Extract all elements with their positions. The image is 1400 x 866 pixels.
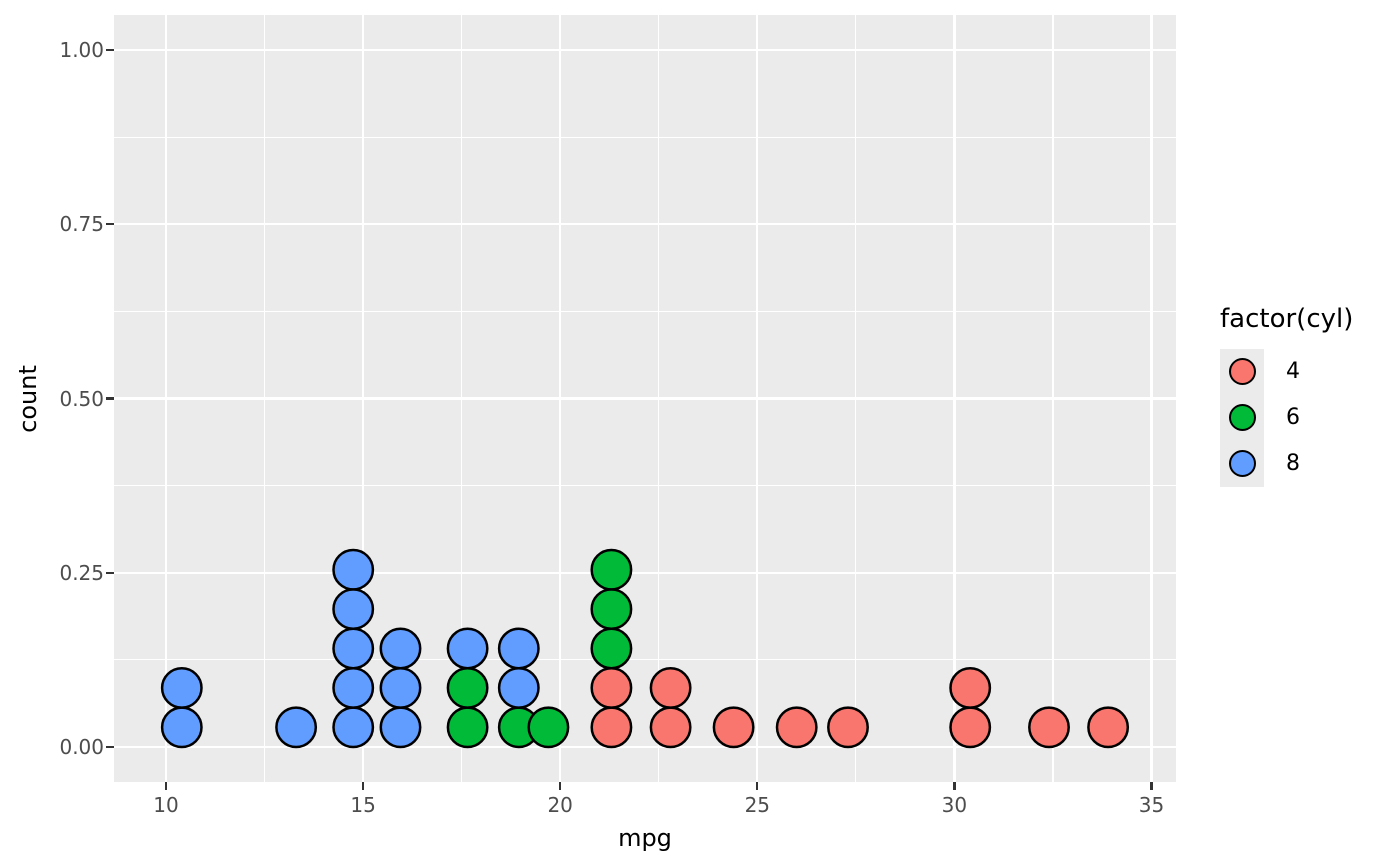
legend-key-label: 6 <box>1286 404 1300 430</box>
y-tick-mark <box>106 571 114 574</box>
x-tick-mark <box>361 782 365 790</box>
legend-key-background <box>1220 394 1264 441</box>
y-tick-label: 0.50 <box>59 386 104 411</box>
y-tick-label: 0.25 <box>59 560 104 585</box>
gridline-major-v <box>559 15 562 782</box>
y-tick-label: 0.75 <box>59 212 104 237</box>
legend-entry-4: 4 <box>1210 348 1395 395</box>
x-tick-mark <box>953 782 956 790</box>
gridline-major-h <box>114 571 1176 574</box>
gridline-minor-h <box>114 659 1176 661</box>
gridline-major-v <box>1150 15 1153 782</box>
y-axis-title: count <box>14 365 42 433</box>
x-tick-label: 20 <box>547 793 573 817</box>
x-tick-mark <box>756 782 759 790</box>
legend-key-label: 8 <box>1286 450 1300 476</box>
legend-keys: 4 6 8 <box>1210 348 1395 487</box>
legend-entry-8: 8 <box>1210 440 1395 487</box>
x-tick-label: 25 <box>744 793 771 817</box>
gridline-minor-h <box>114 485 1176 487</box>
gridline-major-v <box>756 15 759 782</box>
x-tick-mark <box>1150 782 1153 790</box>
gridline-major-v <box>953 15 956 782</box>
y-tick-label: 0.00 <box>59 735 104 759</box>
x-tick-label: 10 <box>153 793 179 817</box>
x-tick-label: 35 <box>1138 793 1165 817</box>
gridline-minor-h <box>114 136 1176 138</box>
legend-entry-6: 6 <box>1210 394 1395 441</box>
x-tick-label: 15 <box>350 793 376 817</box>
gridline-major-v <box>361 15 365 782</box>
gridline-major-h <box>114 397 1176 400</box>
gridline-major-h <box>114 745 1176 749</box>
legend-title: factor(cyl) <box>1220 304 1354 334</box>
x-axis-title: mpg <box>618 824 672 852</box>
legend-key-dot-icon <box>1228 450 1256 478</box>
gridline-major-h <box>114 223 1176 226</box>
gridline-major-h <box>114 48 1176 52</box>
gridline-major-v <box>164 15 168 782</box>
legend: factor(cyl) 4 6 8 <box>1210 304 1395 487</box>
plot-panel <box>114 15 1176 782</box>
gridline-minor-h <box>114 310 1176 312</box>
y-tick-mark <box>106 48 114 52</box>
y-tick-label: 1.00 <box>59 38 104 62</box>
legend-key-label: 4 <box>1286 358 1300 384</box>
legend-key-background <box>1220 440 1264 487</box>
y-tick-mark <box>106 745 114 749</box>
y-tick-mark <box>106 397 114 400</box>
legend-key-dot-icon <box>1228 404 1256 432</box>
y-tick-mark <box>106 223 114 226</box>
x-tick-mark <box>164 782 168 790</box>
legend-key-dot-icon <box>1228 358 1256 386</box>
legend-key-background <box>1220 348 1264 395</box>
x-tick-label: 30 <box>941 793 968 817</box>
x-tick-mark <box>559 782 562 790</box>
